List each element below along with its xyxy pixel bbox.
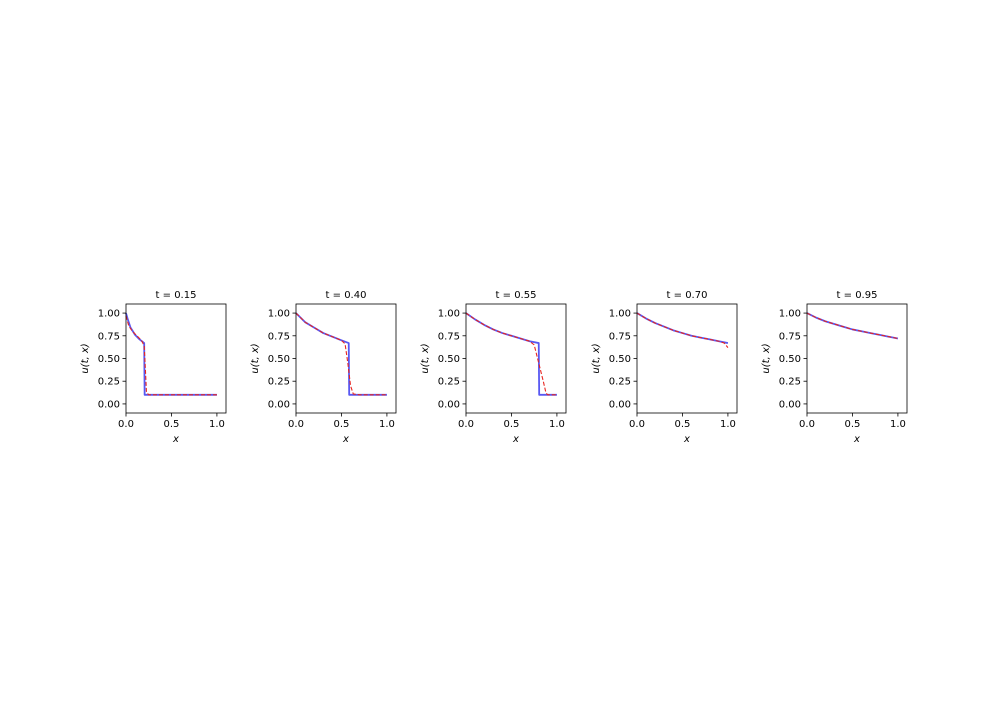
y-tick-label: 0.25 <box>779 377 801 388</box>
x-tick-label: 1.0 <box>209 419 225 430</box>
y-tick-label: 0.50 <box>779 354 801 365</box>
y-tick-label: 0.75 <box>609 331 631 342</box>
prediction-line <box>465 312 557 396</box>
x-tick-label: 0.0 <box>799 419 815 430</box>
panel-title: t = 0.95 <box>837 290 878 301</box>
y-axis-label: u(t, x) <box>591 343 602 373</box>
x-tick-label: 0.5 <box>504 419 520 430</box>
y-tick-label: 0.00 <box>779 399 801 410</box>
y-tick-label: 1.00 <box>609 309 631 320</box>
chart-panel-2: t = 0.40 0.0 0.5 1.0 0.00 0.25 0.50 0.75 1.00 x u(… <box>250 290 397 445</box>
y-tick-label: 1.00 <box>438 309 460 320</box>
panel-title: t = 0.15 <box>156 290 197 301</box>
chart-panel-5: t = 0.95 0.0 0.5 1.0 0.00 0.25 0.50 0.75 1.00 x u(… <box>761 290 908 445</box>
y-tick-label: 1.00 <box>98 309 120 320</box>
prediction-line <box>125 315 217 396</box>
y-tick-label: 1.00 <box>779 309 801 320</box>
chart-panel-3: t = 0.55 0.0 0.5 1.0 0.00 0.25 0.50 0.75 1.00 x u(… <box>420 290 567 445</box>
y-tick-label: 0.00 <box>609 399 631 410</box>
x-tick-label: 0.5 <box>675 419 691 430</box>
prediction-line <box>295 312 387 396</box>
x-tick-label: 0.5 <box>164 419 180 430</box>
panel-title: t = 0.70 <box>667 290 708 301</box>
y-tick-label: 0.75 <box>98 331 120 342</box>
y-axis-label: u(t, x) <box>761 343 772 373</box>
y-axis-label: u(t, x) <box>80 343 91 373</box>
y-tick-label: 0.50 <box>438 354 460 365</box>
y-tick-label: 0.50 <box>268 354 290 365</box>
panel-title: t = 0.55 <box>496 290 537 301</box>
y-tick-label: 0.25 <box>268 377 290 388</box>
y-tick-label: 0.75 <box>268 331 290 342</box>
x-axis-label: x <box>342 434 349 445</box>
y-tick-label: 1.00 <box>268 309 290 320</box>
y-tick-label: 0.50 <box>98 354 120 365</box>
x-tick-label: 1.0 <box>890 419 906 430</box>
x-tick-label: 0.0 <box>629 419 645 430</box>
y-tick-label: 0.00 <box>268 399 290 410</box>
x-tick-label: 1.0 <box>549 419 565 430</box>
y-tick-label: 0.25 <box>609 377 631 388</box>
y-tick-label: 0.25 <box>438 377 460 388</box>
x-tick-label: 0.5 <box>334 419 350 430</box>
x-tick-label: 1.0 <box>720 419 736 430</box>
x-tick-label: 0.5 <box>845 419 861 430</box>
x-axis-label: x <box>172 434 179 445</box>
y-tick-label: 0.25 <box>98 377 120 388</box>
y-tick-label: 0.00 <box>98 399 120 410</box>
x-axis-label: x <box>683 434 690 445</box>
y-tick-label: 0.00 <box>438 399 460 410</box>
y-axis-label: u(t, x) <box>250 343 261 373</box>
x-tick-label: 1.0 <box>379 419 395 430</box>
panel-title: t = 0.40 <box>326 290 367 301</box>
x-tick-label: 0.0 <box>458 419 474 430</box>
x-axis-label: x <box>853 434 860 445</box>
chart-panel-1: t = 0.15 0.0 0.5 1.0 0.00 0.25 0.50 0.75 1.00 x u(… <box>80 290 227 445</box>
y-tick-label: 0.75 <box>438 331 460 342</box>
x-axis-label: x <box>512 434 519 445</box>
chart-panel-4: t = 0.70 0.0 0.5 1.0 0.00 0.25 0.50 0.75 1.00 x u(… <box>591 290 738 445</box>
x-tick-label: 0.0 <box>288 419 304 430</box>
y-tick-label: 0.50 <box>609 354 631 365</box>
prediction-line <box>636 312 729 348</box>
y-tick-label: 0.75 <box>779 331 801 342</box>
y-axis-label: u(t, x) <box>420 343 431 373</box>
x-tick-label: 0.0 <box>118 419 134 430</box>
prediction-line <box>806 312 899 340</box>
